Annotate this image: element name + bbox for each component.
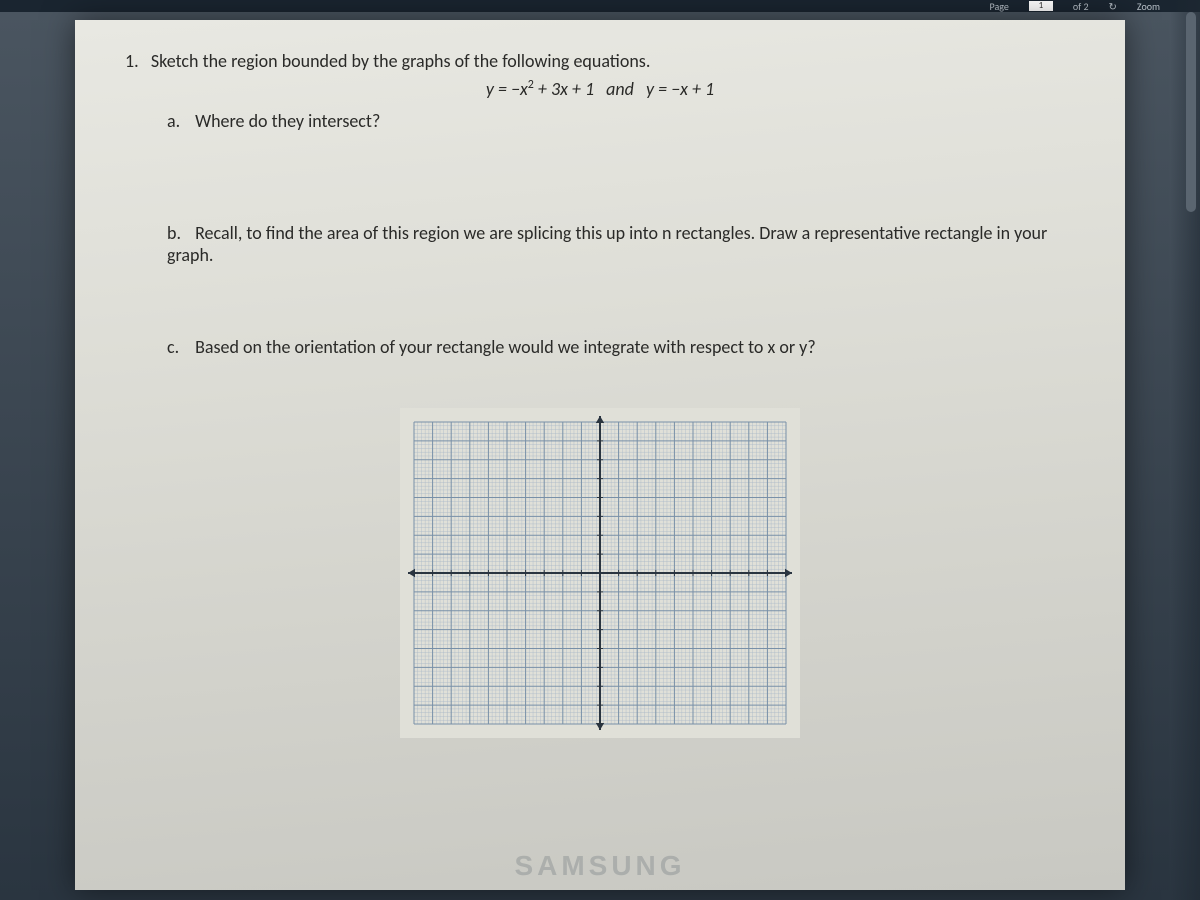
question-1: 1. Sketch the region bounded by the grap… xyxy=(125,50,1075,72)
cartesian-grid xyxy=(400,408,800,738)
graph-container xyxy=(125,408,1075,738)
part-c-label: c. xyxy=(167,336,191,358)
part-c-text: Based on the orientation of your rectang… xyxy=(195,336,816,358)
equation-line: y = −x2 + 3x + 1 and y = −x + 1 xyxy=(125,78,1075,100)
device-watermark: SAMSUNG xyxy=(514,850,685,882)
question-number: 1. xyxy=(125,50,139,72)
part-c: c. Based on the orientation of your rect… xyxy=(167,336,1075,358)
eq-part3: y = −x + 1 xyxy=(646,78,714,100)
page-of-label: of 2 xyxy=(1073,0,1089,13)
document-page: 1. Sketch the region bounded by the grap… xyxy=(75,20,1125,890)
eq-part2: + 3x + 1 xyxy=(534,78,594,100)
part-a: a. Where do they intersect? xyxy=(167,110,1075,132)
part-b: b. Recall, to find the area of this regi… xyxy=(167,222,1075,266)
part-b-label: b. xyxy=(167,222,191,244)
part-a-label: a. xyxy=(167,110,191,132)
refresh-icon[interactable]: ↻ xyxy=(1109,0,1117,13)
page-label: Page xyxy=(990,0,1009,13)
question-prompt: Sketch the region bounded by the graphs … xyxy=(151,50,650,72)
zoom-label: Zoom xyxy=(1137,0,1160,13)
eq-part1: y = −x xyxy=(486,78,528,100)
part-a-text: Where do they intersect? xyxy=(195,110,380,132)
pdf-toolbar: Page 1 of 2 ↻ Zoom xyxy=(0,0,1200,12)
part-b-text: Recall, to find the area of this region … xyxy=(167,222,1047,266)
vertical-scrollbar[interactable] xyxy=(1186,12,1196,212)
eq-and: and xyxy=(606,78,634,100)
page-number-input[interactable]: 1 xyxy=(1029,1,1053,11)
document-viewer: 1. Sketch the region bounded by the grap… xyxy=(0,12,1200,900)
